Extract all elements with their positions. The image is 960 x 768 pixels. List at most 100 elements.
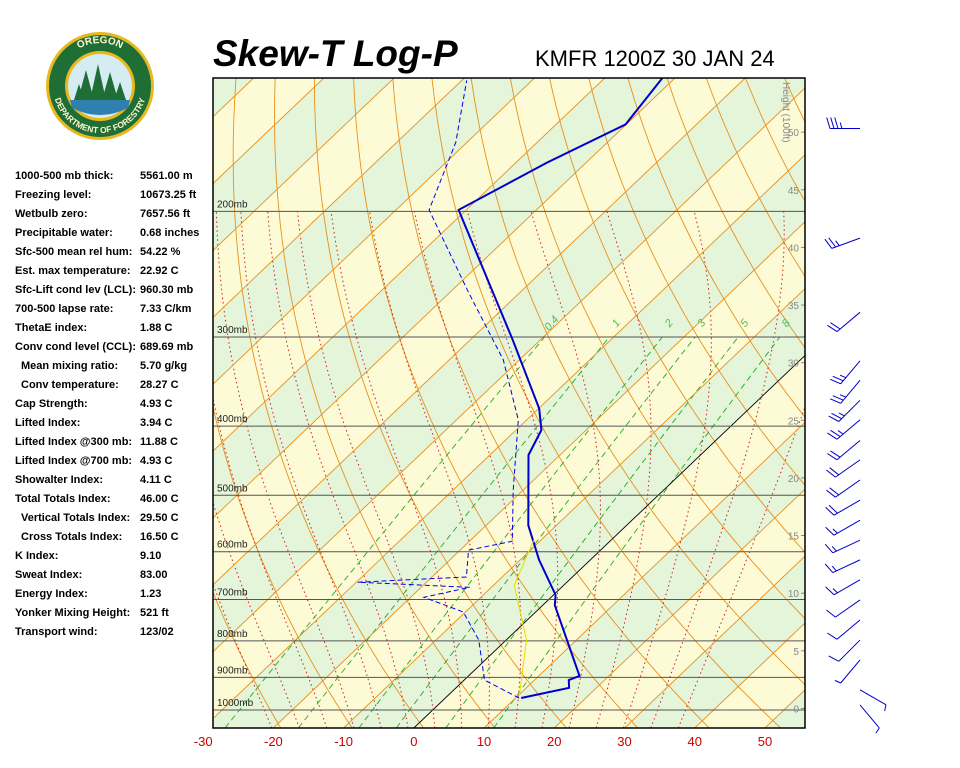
stat-value: 5.70 g/kg: [140, 360, 187, 372]
wind-barb: [824, 539, 861, 554]
dry-adiabat: [863, 78, 960, 728]
isotherm: [213, 154, 805, 720]
dry-adiabat: [313, 78, 567, 728]
wind-barb: [834, 659, 861, 684]
wind-barb: [859, 704, 880, 734]
dry-adiabat: [353, 78, 639, 728]
stat-value: 10673.25 ft: [140, 189, 197, 201]
wind-barb: [827, 440, 861, 461]
mixing-ratio-line: [298, 336, 610, 728]
y2-tick-label: 50: [788, 128, 800, 139]
y2-tick-label: 40: [788, 243, 800, 254]
y2-tick-label: 0: [793, 704, 799, 715]
wind-barb: [826, 599, 861, 618]
isotherm: [213, 78, 746, 586]
stat-value: 7.33 C/km: [140, 303, 192, 315]
wind-barb: [830, 379, 861, 404]
y-tick-label: 200mb: [217, 199, 248, 210]
y2-tick-label: 35: [788, 301, 800, 312]
wind-barb: [828, 399, 861, 422]
mixing-ratio-line: [224, 336, 545, 728]
dry-adiabat: [824, 78, 960, 728]
stat-value: 1.23: [140, 588, 161, 600]
moist-adiabat: [530, 211, 601, 728]
stat-value: 54.22 %: [140, 246, 181, 258]
stat-value: 521 ft: [140, 607, 169, 619]
profile-line: [457, 78, 664, 699]
stat-label: Lifted Index @700 mb:: [15, 455, 132, 467]
stat-value: 960.30 mb: [140, 284, 193, 296]
stat-label: Sfc-500 mean rel hum:: [15, 246, 132, 258]
dry-adiabat: [902, 78, 960, 728]
moist-adiabat: [330, 211, 463, 728]
stat-value: 9.10: [140, 550, 161, 562]
x-tick-label: 0: [410, 734, 417, 749]
dry-adiabat: [470, 78, 805, 686]
stat-value: 11.88 C: [140, 436, 178, 448]
wind-barb: [827, 619, 861, 640]
stat-value: 83.00: [140, 569, 168, 581]
y2-tick-label: 30: [788, 359, 800, 370]
logo: OREGON DEPARTMENT OF FORESTRY: [46, 32, 154, 140]
stat-value: 123/02: [140, 626, 174, 638]
temperature-band: [213, 154, 805, 728]
plot-frame: [212, 77, 806, 729]
moist-adiabat: [297, 211, 436, 728]
stat-value: 0.68 inches: [140, 227, 199, 239]
stat-label: Lifted Index @300 mb:: [15, 436, 132, 448]
dry-adiabat: [232, 78, 424, 728]
isotherm: [483, 421, 805, 728]
y-tick-label: 300mb: [217, 325, 248, 336]
isotherm: [213, 78, 465, 318]
logo-top: OREGON: [75, 35, 124, 51]
moist-adiabat: [413, 211, 522, 728]
stat-value: 4.93 C: [140, 455, 172, 467]
mixing-ratio-line: [358, 336, 663, 728]
stat-label: Yonker Mixing Height:: [15, 607, 130, 619]
x-tick-label: 40: [688, 734, 702, 749]
moist-adiabat: [467, 211, 559, 728]
plot-area: 0.4 1 2 3 5 8: [213, 78, 960, 728]
dry-adiabat: [666, 78, 805, 349]
stat-label: Total Totals Index:: [15, 493, 111, 505]
stat-value: 3.94 C: [140, 417, 172, 429]
y2-tick-label: 25: [788, 416, 800, 427]
stat-label: Sweat Index:: [15, 569, 82, 581]
stat-label: K Index:: [15, 550, 58, 562]
wind-barb: [826, 117, 861, 129]
isotherm: [213, 78, 535, 385]
profile-line: [513, 539, 535, 696]
y-tick-label: 900mb: [217, 665, 248, 676]
stat-value: 4.93 C: [140, 398, 172, 410]
x-tick-label: 20: [547, 734, 561, 749]
stat-value: 5561.00 m: [140, 170, 193, 182]
y2-tick-label: 5: [793, 647, 799, 658]
stat-label: Freezing level:: [15, 189, 91, 201]
wind-barb: [825, 519, 861, 536]
y-tick-label: 400mb: [217, 414, 248, 425]
wind-barb: [859, 689, 887, 712]
wind-barb: [827, 311, 861, 333]
chart-title: Skew-T Log-P: [213, 33, 458, 74]
mixing-ratio-line: [395, 336, 696, 728]
dry-adiabat: [627, 78, 805, 419]
x-tick-label: -10: [334, 734, 353, 749]
logo-top-text: OREGON: [75, 35, 124, 51]
stat-value: 1.88 C: [140, 322, 172, 334]
dry-adiabat: [213, 404, 353, 728]
y2-axis-label: Height (100ft): [780, 82, 791, 143]
y2-tick-label: 10: [788, 589, 800, 600]
stat-value: 46.00 C: [140, 493, 179, 505]
stats-table: 1000-500 mb thick: 5561.00 m Freezing leve…: [15, 170, 199, 638]
y2-tick-label: 20: [788, 474, 800, 485]
stat-label: 1000-500 mb thick:: [15, 170, 113, 182]
stat-label: Vertical Totals Index:: [21, 512, 130, 524]
stat-label: Precipitable water:: [15, 227, 113, 239]
stat-label: Sfc-Lift cond lev (LCL):: [15, 284, 136, 296]
y-tick-label: 1000mb: [217, 698, 254, 709]
stat-label: Lifted Index:: [15, 417, 80, 429]
x-tick-label: 30: [617, 734, 631, 749]
dry-adiabat: [213, 591, 282, 728]
y2-tick-label: 45: [788, 186, 800, 197]
